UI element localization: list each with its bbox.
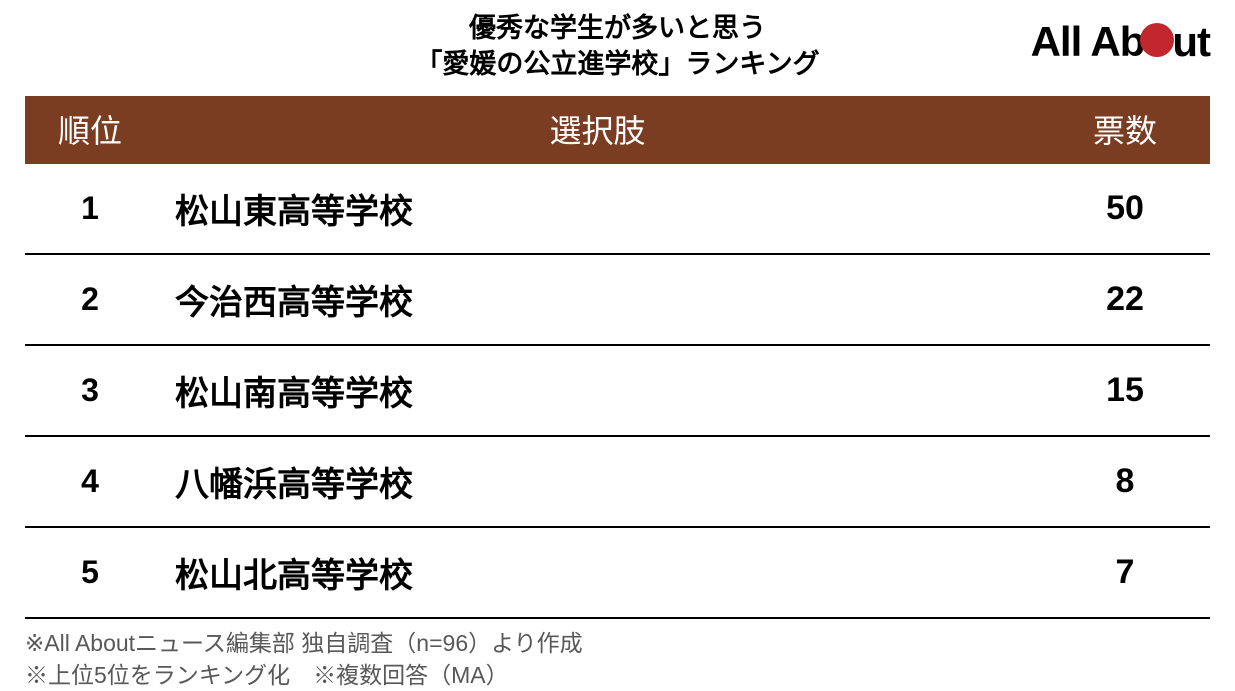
- cell-name: 松山東高等学校: [155, 164, 1040, 254]
- table-row: 3 松山南高等学校 15: [25, 345, 1210, 436]
- cell-votes: 22: [1040, 254, 1210, 345]
- cell-rank: 4: [25, 436, 155, 527]
- cell-votes: 8: [1040, 436, 1210, 527]
- cell-name: 今治西高等学校: [155, 254, 1040, 345]
- footnote-line-1: ※All Aboutニュース編集部 独自調査（n=96）より作成: [25, 627, 1210, 659]
- logo-text-after: ut: [1172, 18, 1210, 65]
- col-header-votes: 票数: [1040, 96, 1210, 164]
- cell-rank: 2: [25, 254, 155, 345]
- table-header-row: 順位 選択肢 票数: [25, 96, 1210, 164]
- footnotes: ※All Aboutニュース編集部 独自調査（n=96）より作成 ※上位5位をラ…: [25, 627, 1210, 691]
- title-line-1: 優秀な学生が多いと思う: [415, 10, 819, 46]
- cell-votes: 50: [1040, 164, 1210, 254]
- cell-name: 松山南高等学校: [155, 345, 1040, 436]
- cell-name: 松山北高等学校: [155, 527, 1040, 618]
- table-row: 5 松山北高等学校 7: [25, 527, 1210, 618]
- footnote-line-2: ※上位5位をランキング化 ※複数回答（MA）: [25, 659, 1210, 691]
- cell-rank: 5: [25, 527, 155, 618]
- cell-votes: 15: [1040, 345, 1210, 436]
- page-title: 優秀な学生が多いと思う 「愛媛の公立進学校」ランキング: [415, 10, 819, 83]
- ranking-table: 順位 選択肢 票数 1 松山東高等学校 50 2 今治西高等学校 22 3 松山…: [25, 96, 1210, 619]
- cell-rank: 3: [25, 345, 155, 436]
- brand-logo: All Ab ut: [1031, 18, 1210, 66]
- cell-rank: 1: [25, 164, 155, 254]
- title-line-2: 「愛媛の公立進学校」ランキング: [415, 46, 819, 82]
- col-header-name: 選択肢: [155, 96, 1040, 164]
- table-row: 2 今治西高等学校 22: [25, 254, 1210, 345]
- cell-name: 八幡浜高等学校: [155, 436, 1040, 527]
- table-row: 1 松山東高等学校 50: [25, 164, 1210, 254]
- logo-text-before: All Ab: [1031, 18, 1145, 65]
- table-row: 4 八幡浜高等学校 8: [25, 436, 1210, 527]
- cell-votes: 7: [1040, 527, 1210, 618]
- col-header-rank: 順位: [25, 96, 155, 164]
- logo-dot-icon: [1140, 23, 1174, 57]
